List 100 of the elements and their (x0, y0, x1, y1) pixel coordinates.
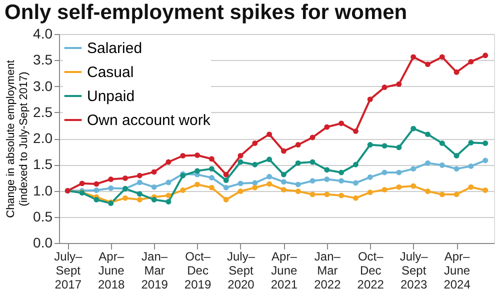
y-tick-label: 1.5 (33, 156, 53, 172)
point (295, 160, 301, 166)
point (280, 148, 286, 154)
point (468, 184, 474, 190)
point (151, 196, 157, 202)
point (166, 159, 172, 165)
point (252, 180, 258, 186)
point (396, 144, 402, 150)
point (223, 196, 229, 202)
point (208, 156, 214, 162)
point (454, 166, 460, 172)
y-axis-title: Change in absolute employment (indexed to July-Sept 2017) (5, 60, 30, 218)
point (382, 186, 388, 192)
point (425, 160, 430, 166)
point (382, 170, 388, 176)
point (166, 192, 172, 198)
x-tick-label: Apr– June 2021 (270, 250, 298, 292)
point (367, 190, 373, 196)
point (266, 181, 272, 187)
point (425, 188, 430, 194)
point (122, 175, 128, 181)
point (352, 162, 358, 168)
x-tick-label: July– Sept 2017 (54, 250, 82, 292)
point (338, 192, 344, 198)
point (324, 192, 330, 198)
point (280, 186, 286, 192)
point (136, 180, 142, 186)
point (324, 124, 330, 130)
point (396, 184, 402, 190)
x-tick-label: Apr– June 2024 (444, 250, 471, 292)
point (310, 159, 316, 165)
legend-label: Salaried (87, 40, 142, 57)
point (338, 178, 344, 184)
point (439, 54, 445, 60)
chart-title: Only self-employment spikes for women (4, 1, 408, 24)
point (136, 172, 142, 178)
point (468, 58, 474, 64)
point (79, 180, 85, 186)
y-tick-label: 2.5 (33, 104, 53, 120)
point (367, 142, 373, 148)
point (208, 166, 214, 172)
point (382, 143, 388, 149)
x-tick-label: Apr– June 2018 (98, 250, 126, 292)
point (238, 188, 244, 194)
point (151, 169, 157, 175)
point (482, 158, 488, 164)
point (180, 187, 186, 193)
point (367, 174, 373, 180)
point (396, 170, 402, 176)
y-tick-label: 2.0 (33, 130, 53, 146)
point (310, 178, 316, 184)
x-tick-label: Oct– Dec 2022 (357, 250, 384, 292)
point (238, 159, 244, 165)
y-tick-label: 0.5 (33, 208, 53, 224)
legend-label: Own account work (87, 112, 211, 129)
point (238, 180, 244, 186)
point (108, 176, 114, 182)
x-tick-label: Jan– Mar 2019 (141, 250, 168, 292)
point (122, 195, 128, 201)
legend-label: Casual (87, 64, 134, 81)
point (208, 184, 214, 190)
point (136, 196, 142, 202)
point (352, 180, 358, 186)
point (194, 182, 200, 188)
point (252, 140, 258, 146)
point (136, 191, 142, 197)
point (310, 134, 316, 140)
point (425, 62, 430, 68)
point (468, 163, 474, 169)
point (94, 181, 100, 187)
point (238, 153, 244, 158)
point (310, 192, 316, 198)
point (223, 178, 229, 184)
point (295, 142, 301, 148)
point (439, 162, 445, 168)
y-tick-label: 4.0 (33, 26, 53, 42)
point (266, 156, 272, 162)
point (223, 172, 229, 178)
point (180, 153, 186, 158)
point (352, 128, 358, 134)
point (266, 132, 272, 138)
point (194, 152, 200, 158)
point (194, 168, 200, 174)
x-tick-label: July– Sept 2023 (400, 250, 428, 292)
point (439, 140, 445, 146)
point (295, 182, 301, 188)
y-tick-label: 0.0 (33, 234, 53, 250)
point (151, 184, 157, 190)
point (166, 180, 172, 186)
point (338, 120, 344, 126)
point (94, 187, 100, 193)
point (482, 52, 488, 58)
point (252, 184, 258, 190)
point (382, 84, 388, 90)
point (482, 187, 488, 193)
point (108, 185, 114, 191)
point (280, 172, 286, 178)
point (324, 176, 330, 182)
point (454, 192, 460, 198)
point (454, 69, 460, 75)
